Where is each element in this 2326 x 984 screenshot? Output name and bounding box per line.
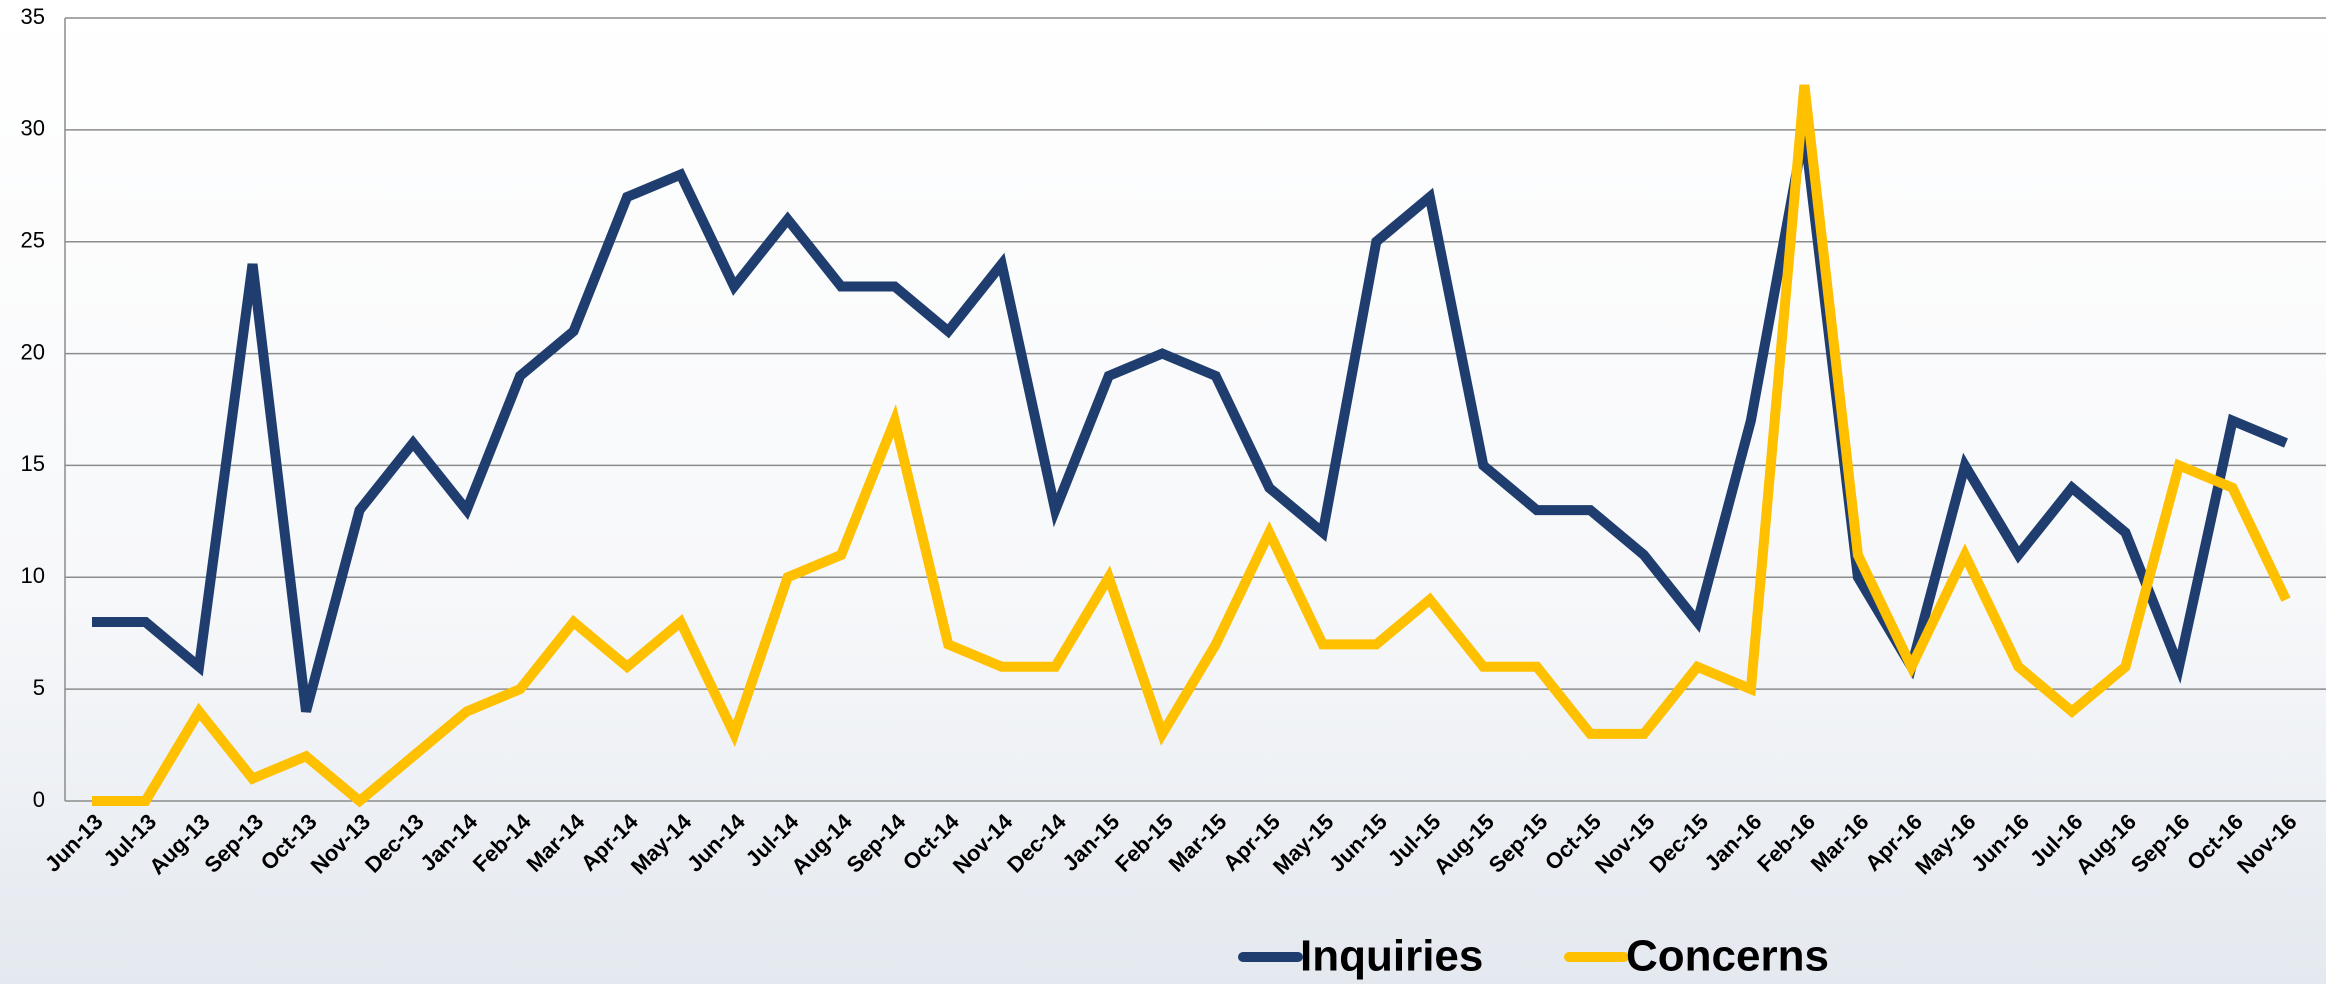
x-tick-label: Nov-16	[2232, 809, 2302, 879]
x-tick-label: Jan-16	[1700, 809, 1767, 876]
x-tick-label: Sep-14	[842, 808, 911, 877]
x-tick-label: Jan-14	[415, 808, 483, 876]
x-tick-label: Sep-15	[1484, 809, 1553, 878]
y-tick-label: 5	[33, 675, 45, 700]
x-tick-label: Aug-14	[786, 808, 857, 879]
x-tick-label: Nov-13	[306, 809, 376, 879]
x-tick-label: Feb-15	[1110, 809, 1178, 877]
x-tick-label: Sep-16	[2126, 809, 2195, 878]
x-tick-label: Mar-15	[1164, 809, 1232, 877]
x-tick-label: Dec-13	[360, 809, 429, 878]
y-tick-label: 20	[21, 339, 45, 364]
y-tick-label: 0	[33, 787, 45, 812]
x-tick-label: Dec-15	[1644, 809, 1713, 878]
x-tick-label: Jun-16	[1966, 809, 2034, 877]
x-tick-label: Nov-14	[948, 808, 1018, 878]
x-tick-label: Sep-13	[199, 809, 268, 878]
x-tick-label: Jan-15	[1057, 809, 1124, 876]
y-tick-label: 10	[21, 563, 45, 588]
x-tick-label: Aug-16	[2071, 809, 2141, 879]
x-tick-label: Jun-14	[682, 808, 750, 876]
y-tick-label: 25	[21, 228, 45, 253]
x-tick-label: Aug-13	[144, 809, 214, 879]
x-tick-label: Nov-15	[1590, 809, 1660, 879]
y-tick-label: 30	[21, 116, 45, 141]
x-tick-label: Feb-16	[1752, 809, 1820, 877]
x-tick-label: Feb-14	[468, 808, 536, 876]
x-tick-label: May-15	[1268, 809, 1338, 879]
x-tick-label: Mar-14	[521, 808, 589, 876]
legend-label: Inquiries	[1300, 932, 1483, 981]
x-tick-label: Jun-13	[40, 809, 108, 877]
y-tick-label: 35	[21, 4, 45, 29]
x-tick-label: Aug-15	[1429, 809, 1499, 879]
x-tick-label: May-14	[626, 808, 697, 879]
legend-label: Concerns	[1626, 932, 1829, 981]
series-line	[92, 84, 2291, 808]
x-tick-label: Dec-14	[1002, 808, 1071, 877]
x-tick-label: Jun-15	[1324, 809, 1392, 877]
series-line	[92, 128, 2288, 713]
x-tick-label: Mar-16	[1806, 809, 1874, 877]
y-tick-label: 15	[21, 451, 45, 476]
x-tick-label: May-16	[1910, 809, 1980, 879]
